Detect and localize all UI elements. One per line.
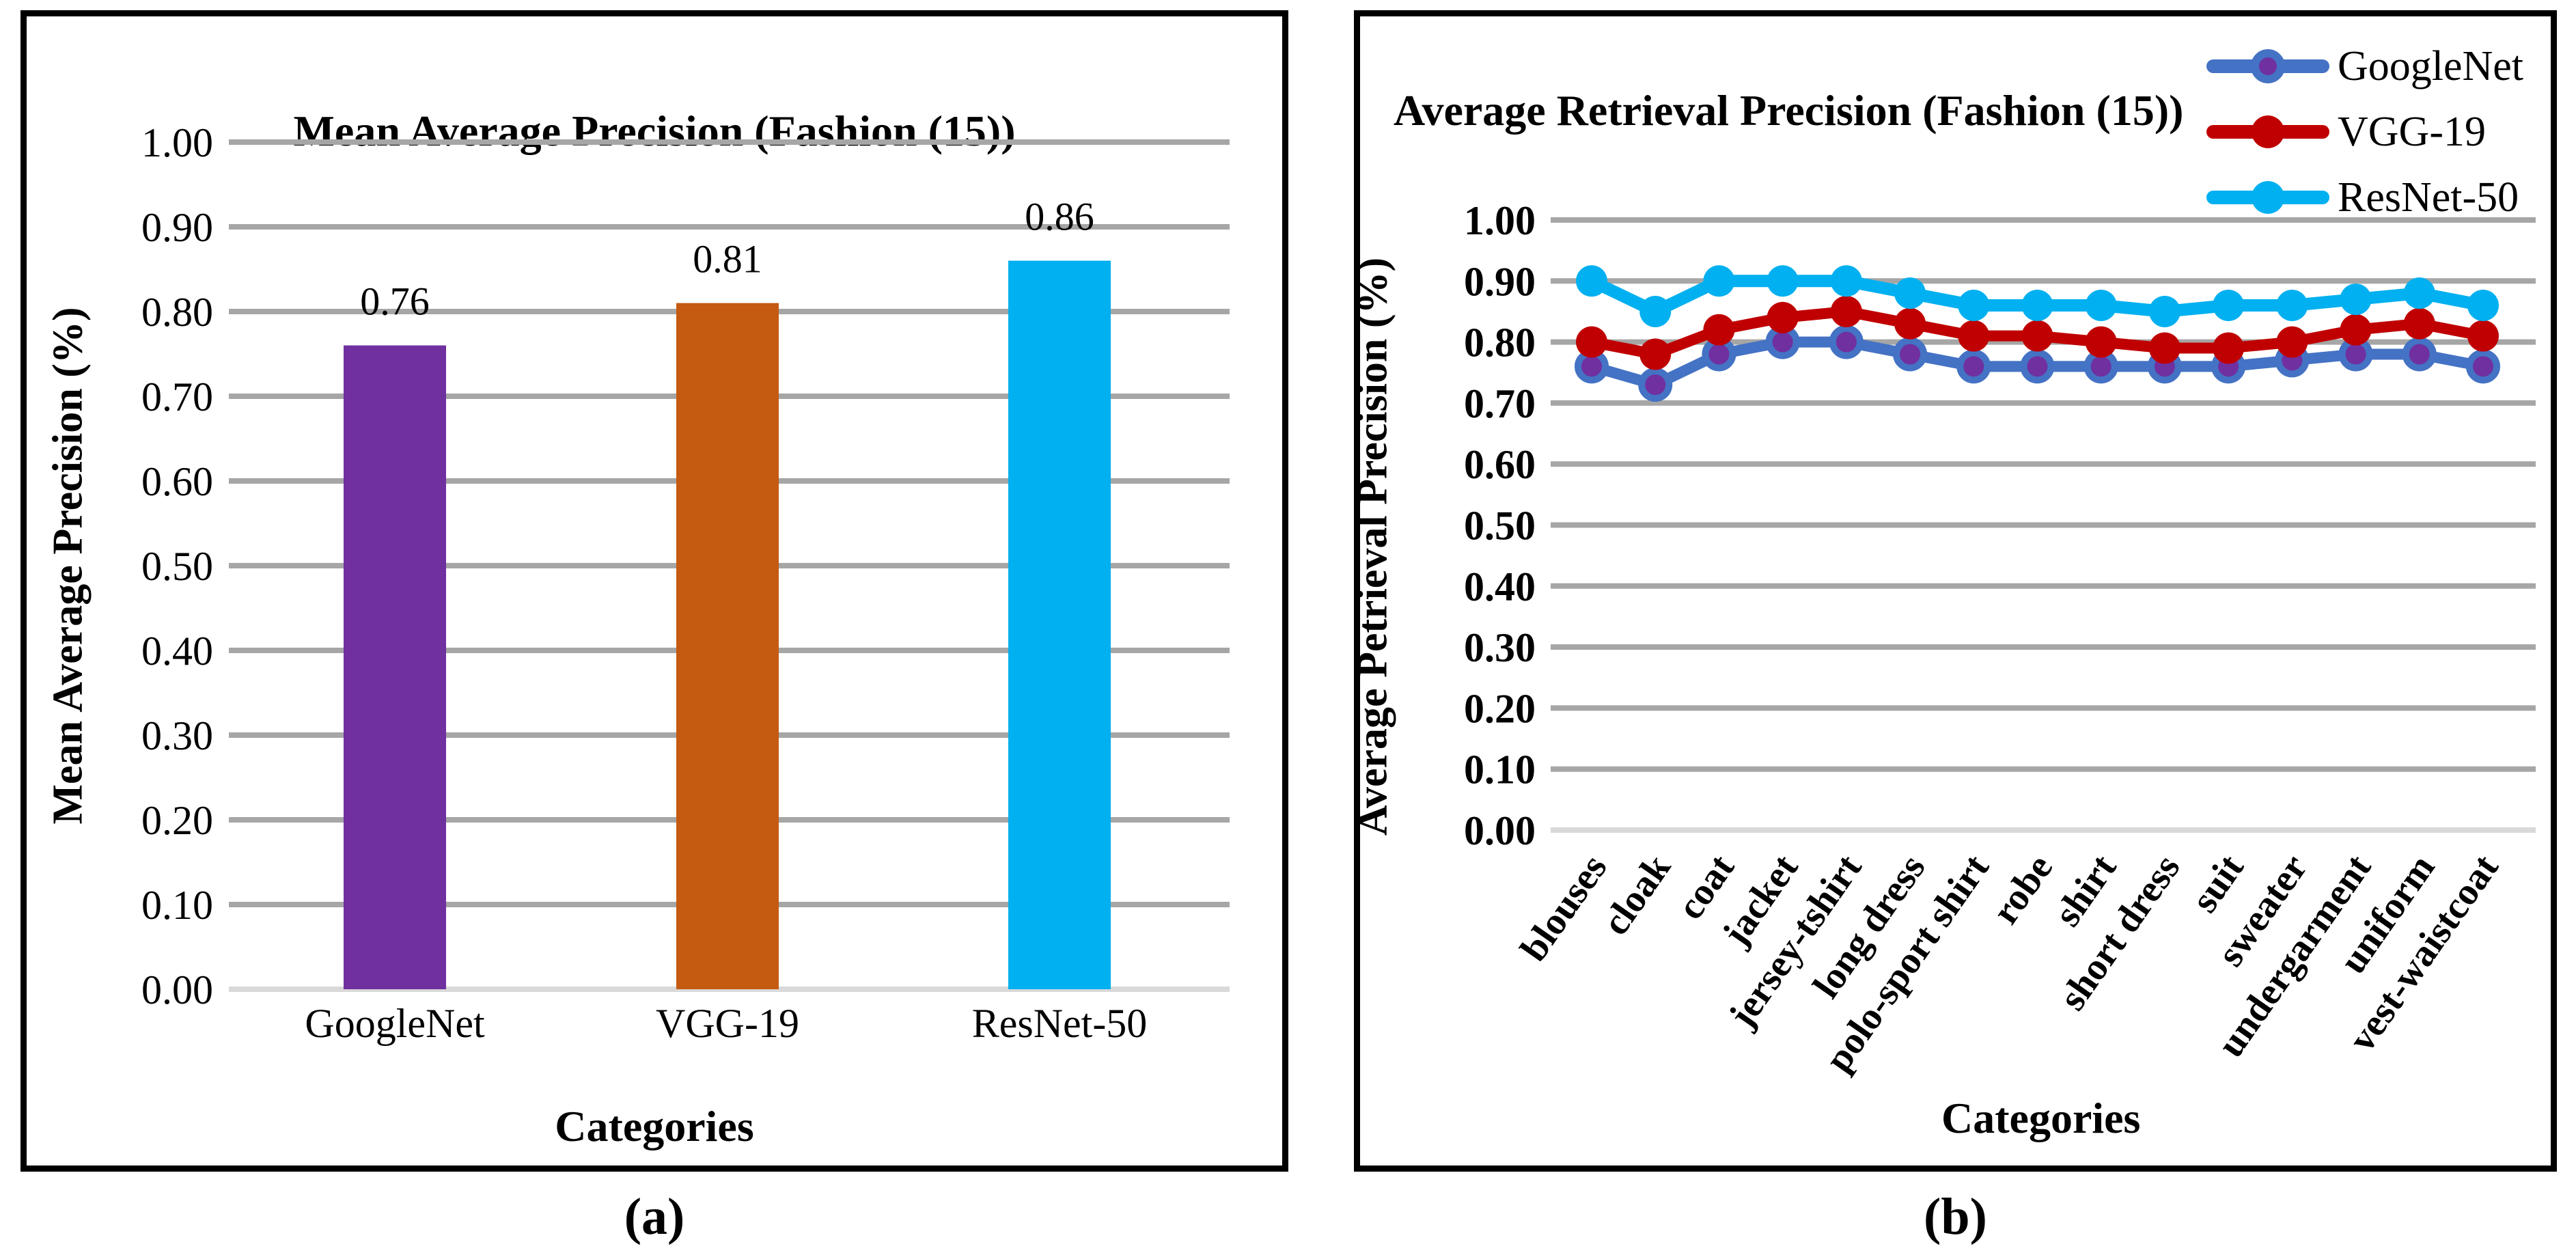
data-point-marker	[2148, 295, 2180, 327]
data-point-marker	[1703, 314, 1735, 346]
y-tick-label: 0.60	[1464, 442, 1536, 487]
resnet50-marker-icon	[2252, 181, 2284, 214]
data-point-marker	[1958, 290, 1990, 322]
resnet50-line-sample	[2206, 181, 2329, 214]
y-tick-label: 0.20	[1464, 686, 1536, 731]
x-category-label: robe	[1984, 847, 2062, 932]
data-point-marker	[1956, 349, 1991, 384]
x-category-label: GoogleNet	[305, 1001, 485, 1046]
vgg19-marker-icon	[2252, 115, 2284, 148]
data-point-marker	[1893, 337, 1928, 372]
y-tick-label: 0.90	[141, 205, 213, 250]
y-tick-label: 0.00	[141, 967, 213, 1012]
data-point-marker	[1639, 295, 1672, 327]
y-tick-label: 0.80	[1464, 320, 1536, 366]
legend-item-vgg19: VGG-19	[2206, 101, 2523, 163]
y-tick-label: 1.00	[1464, 198, 1536, 243]
y-tick-label: 0.60	[141, 459, 213, 504]
y-tick-label: 0.40	[1464, 564, 1536, 609]
legend-label-resnet50: ResNet-50	[2338, 174, 2519, 221]
data-point-marker	[1639, 338, 1672, 370]
bar-googlenet	[344, 345, 446, 990]
data-point-marker	[1576, 326, 1607, 358]
bar-resnet-50	[1008, 260, 1111, 990]
data-point-marker	[1894, 277, 1926, 309]
legend-label-vgg19: VGG-19	[2338, 108, 2486, 155]
subfigure-caption-b: (b)	[1924, 1188, 1987, 1245]
line-chart-x-axis-title-text: Categories	[1941, 1094, 2141, 1142]
bar-value-label: 0.76	[360, 279, 430, 324]
data-point-marker	[2276, 290, 2308, 322]
data-point-marker	[2148, 332, 2180, 364]
data-point-marker	[2213, 290, 2245, 322]
data-point-marker	[2021, 320, 2053, 352]
googlenet-marker-icon	[2251, 49, 2285, 83]
data-point-marker	[2467, 320, 2499, 352]
data-point-marker	[2213, 332, 2245, 364]
data-point-marker	[1830, 295, 1862, 327]
x-category-label: ResNet-50	[972, 1001, 1148, 1046]
data-point-marker	[2465, 349, 2500, 384]
y-tick-label: 0.50	[141, 544, 213, 589]
data-point-marker	[1767, 265, 1799, 297]
panel-b-box	[1354, 10, 2557, 1172]
y-tick-label: 0.10	[141, 883, 213, 928]
y-tick-label: 0.50	[1464, 504, 1536, 549]
y-tick-label: 0.00	[1464, 808, 1536, 853]
line-chart-plot: 0.00 0.10 0.20 0.30 0.40 0.50 0.60 0.70 0.80 0.90…	[1464, 198, 2536, 1079]
legend-item-resnet50: ResNet-50	[2206, 167, 2523, 228]
data-point-marker	[1703, 265, 1735, 297]
data-point-marker	[2020, 349, 2055, 384]
bar-value-label: 0.81	[693, 237, 762, 281]
subfigure-caption-a: (a)	[624, 1188, 685, 1245]
vgg19-line-sample	[2206, 115, 2329, 148]
bar-value-label: 0.86	[1025, 195, 1094, 239]
data-point-marker	[2467, 290, 2499, 322]
y-tick-label: 0.90	[1464, 259, 1536, 304]
data-point-marker	[1638, 368, 1673, 402]
data-point-marker	[1829, 325, 1864, 359]
y-tick-label: 0.20	[141, 798, 213, 843]
data-point-marker	[1894, 307, 1926, 340]
bar-chart-x-axis-title: Categories	[555, 1102, 754, 1150]
y-tick-label: 0.30	[1464, 625, 1536, 670]
data-point-marker	[2276, 326, 2308, 358]
data-point-marker	[1830, 265, 1862, 297]
legend-label-googlenet: GoogleNet	[2338, 42, 2524, 89]
y-tick-label: 0.80	[141, 290, 213, 335]
data-point-marker	[2402, 337, 2437, 372]
legend-item-googlenet: GoogleNet	[2206, 36, 2523, 97]
y-tick-label: 0.70	[1464, 381, 1536, 426]
x-category-label: VGG-19	[656, 1001, 799, 1046]
data-point-marker	[1576, 265, 1607, 297]
data-point-marker	[2340, 314, 2372, 346]
googlenet-line-sample	[2206, 49, 2329, 83]
legend: GoogleNet VGG-19 ResNet-50	[2206, 36, 2523, 228]
x-category-label: cloak	[1594, 846, 1679, 943]
y-tick-label: 0.70	[141, 374, 213, 419]
line-chart-y-axis-title: Average Petrieval Precision (%)	[1349, 257, 1396, 836]
data-point-marker	[2340, 284, 2372, 316]
bar-chart-title: Mean Average Precision (Fashion (15))	[293, 107, 1016, 155]
data-point-marker	[2021, 290, 2053, 322]
data-point-marker	[2403, 307, 2435, 340]
bar-chart-plot: 0.00 0.10 0.20 0.30 0.40 0.50 0.60 0.70 0.80 0.90…	[141, 120, 1230, 1046]
line-chart-title: Average Retrieval Precision (Fashion (15…	[1394, 86, 2184, 135]
data-point-marker	[1767, 301, 1799, 333]
y-tick-label: 0.30	[141, 713, 213, 758]
x-category-label: blouses	[1512, 847, 1616, 969]
y-tick-label: 0.40	[141, 629, 213, 674]
line-chart-x-axis-title: Categories	[1354, 1093, 2576, 1144]
data-point-marker	[2085, 326, 2117, 358]
data-point-marker	[2403, 277, 2435, 309]
y-tick-label: 1.00	[141, 120, 213, 165]
data-point-marker	[2085, 290, 2117, 322]
y-tick-label: 0.10	[1464, 747, 1536, 792]
bar-vgg-19	[676, 303, 779, 990]
data-point-marker	[1958, 320, 1990, 352]
